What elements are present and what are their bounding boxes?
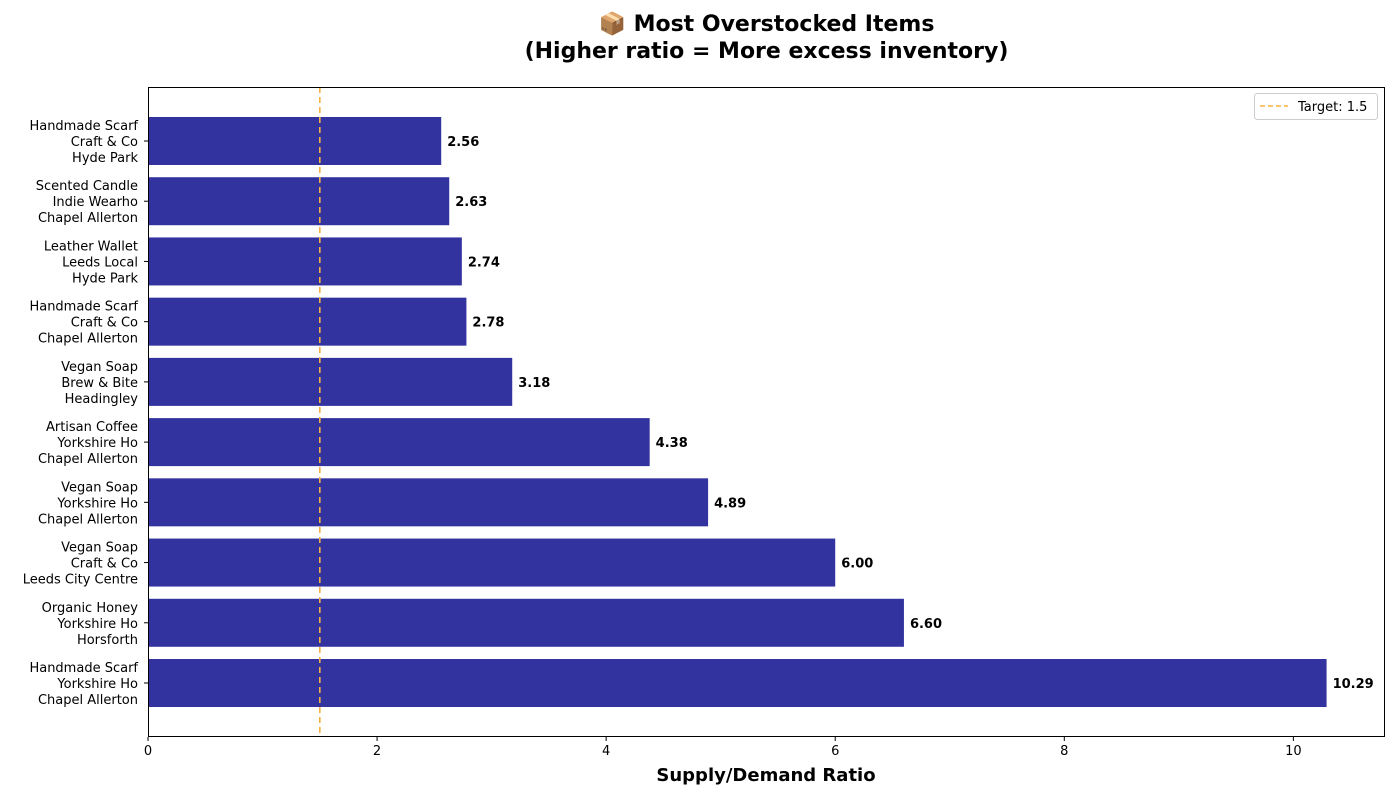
bar [148, 418, 650, 467]
y-tick-label: Yorkshire Ho [56, 436, 138, 451]
x-tick-label: 6 [831, 744, 839, 759]
bar-value-label: 4.89 [714, 496, 746, 511]
y-tick-label: Headingley [65, 392, 139, 407]
bar [148, 659, 1327, 707]
y-tick-label: Craft & Co [71, 135, 138, 150]
y-tick-label: Indie Wearho [53, 195, 138, 210]
bar-value-label: 6.60 [910, 617, 942, 632]
bar [148, 117, 442, 165]
bars-layer [148, 117, 1327, 707]
x-tick-label: 4 [602, 744, 610, 759]
bar-value-label: 4.38 [656, 436, 688, 451]
bar-value-label: 2.63 [455, 195, 487, 210]
y-tick-label: Hyde Park [72, 151, 138, 166]
y-tick-label: Organic Honey [42, 601, 139, 616]
y-tick-label: Chapel Allerton [38, 693, 138, 708]
x-tick-label: 8 [1060, 744, 1068, 759]
bar-value-label: 2.78 [472, 316, 504, 331]
value-labels-layer: 2.56 2.63 2.74 2.78 3.18 4.38 4.89 6.00 6.60 10.2… [447, 135, 1373, 692]
y-tick-label: Brew & Bite [61, 376, 138, 391]
plot-frame [148, 87, 1385, 737]
bar-value-label: 2.56 [447, 135, 479, 150]
bar-value-label: 3.18 [518, 376, 550, 391]
y-tick-label: Handmade Scarf [29, 661, 138, 676]
y-tick-label: Yorkshire Ho [56, 617, 138, 632]
y-tick-label: Handmade Scarf [29, 300, 138, 315]
legend: Target: 1.5 [1254, 93, 1378, 120]
x-axis-title: Supply/Demand Ratio [656, 765, 875, 786]
y-tick-label: Craft & Co [71, 557, 138, 572]
x-axis: 0 2 4 6 8 10 [144, 737, 1302, 759]
x-tick-label: 2 [373, 744, 381, 759]
y-tick-label: Handmade Scarf [29, 119, 138, 134]
y-tick-label: Hyde Park [72, 271, 138, 286]
y-tick-label: Chapel Allerton [38, 452, 138, 467]
bar [148, 357, 513, 406]
x-tick-label: 0 [144, 744, 152, 759]
bar [148, 538, 836, 587]
y-tick-label: Leeds City Centre [23, 573, 138, 588]
y-tick-label: Artisan Coffee [46, 420, 138, 435]
y-tick-label: Leeds Local [62, 255, 138, 270]
y-tick-label: Craft & Co [71, 316, 138, 331]
legend-box [1254, 93, 1378, 120]
bar [148, 478, 709, 527]
y-tick-label: Vegan Soap [61, 480, 138, 495]
y-tick-label: Yorkshire Ho [56, 677, 138, 692]
y-tick-label: Vegan Soap [61, 360, 138, 375]
y-tick-label: Leather Wallet [44, 239, 138, 254]
bar [148, 297, 467, 346]
y-tick-label: Horsforth [77, 633, 138, 648]
chart-title: 📦 Most Overstocked Items (Higher ratio =… [524, 12, 1009, 64]
bar-value-label: 10.29 [1333, 677, 1374, 692]
bar [148, 598, 904, 647]
bar [148, 237, 462, 286]
x-tick-label: 10 [1285, 744, 1302, 759]
bar [148, 177, 450, 226]
legend-label: Target: 1.5 [1297, 100, 1367, 115]
bar-value-label: 2.74 [468, 255, 500, 270]
y-tick-label: Scented Candle [36, 179, 138, 194]
y-tick-label: Yorkshire Ho [56, 496, 138, 511]
y-tick-label: Chapel Allerton [38, 211, 138, 226]
y-tick-label: Chapel Allerton [38, 332, 138, 347]
bar-value-label: 6.00 [841, 557, 873, 572]
y-tick-label: Vegan Soap [61, 541, 138, 556]
y-tick-label: Chapel Allerton [38, 512, 138, 527]
